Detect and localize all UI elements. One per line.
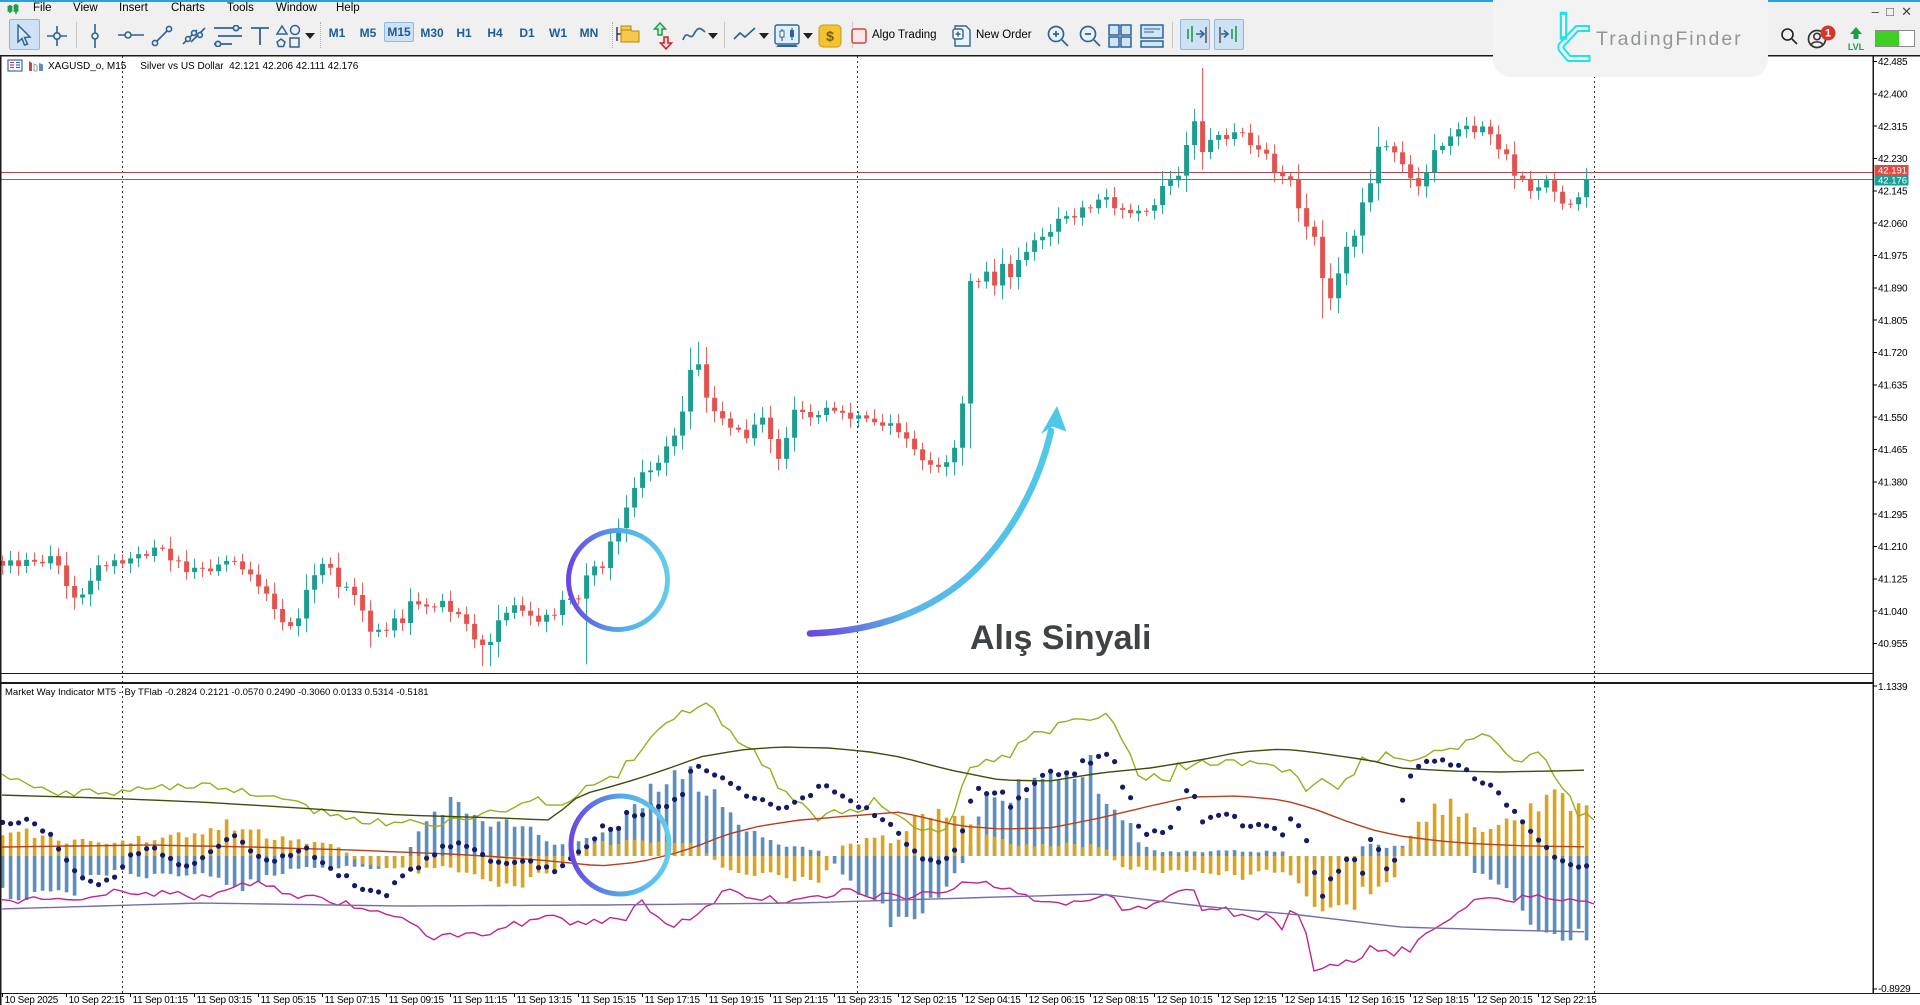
svg-text:11 Sep 05:15: 11 Sep 05:15 — [261, 995, 317, 1005]
svg-text:11 Sep 19:15: 11 Sep 19:15 — [709, 995, 765, 1005]
svg-text:11 Sep 11:15: 11 Sep 11:15 — [453, 995, 508, 1005]
svg-text:41.125: 41.125 — [1878, 575, 1908, 586]
svg-text:LVL: LVL — [1848, 42, 1865, 52]
svg-text:11 Sep 17:15: 11 Sep 17:15 — [645, 995, 701, 1005]
svg-text:11 Sep 15:15: 11 Sep 15:15 — [581, 995, 637, 1005]
svg-text:41.465: 41.465 — [1878, 445, 1908, 456]
svg-text:12 Sep 12:15: 12 Sep 12:15 — [1221, 995, 1278, 1005]
svg-text:1: 1 — [1825, 28, 1831, 40]
svg-text:TradingFinder: TradingFinder — [1596, 28, 1743, 50]
svg-text:11 Sep 13:15: 11 Sep 13:15 — [517, 995, 573, 1005]
svg-text:11 Sep 01:15: 11 Sep 01:15 — [133, 995, 189, 1005]
svg-text:40.955: 40.955 — [1878, 639, 1908, 650]
svg-text:41.720: 41.720 — [1878, 348, 1908, 359]
svg-text:12 Sep 06:15: 12 Sep 06:15 — [1029, 995, 1086, 1005]
svg-text:41.040: 41.040 — [1878, 607, 1908, 618]
svg-text:Market Way Indicator MT5 - By: Market Way Indicator MT5 - By TFlab -0.2… — [5, 687, 429, 698]
svg-text:12 Sep 02:15: 12 Sep 02:15 — [901, 995, 958, 1005]
svg-text:42.145: 42.145 — [1878, 187, 1908, 198]
svg-text:12 Sep 22:15: 12 Sep 22:15 — [1541, 995, 1598, 1005]
svg-text:12 Sep 20:15: 12 Sep 20:15 — [1477, 995, 1534, 1005]
svg-text:41.805: 41.805 — [1878, 316, 1908, 327]
svg-text:Alış Sinyali: Alış Sinyali — [970, 619, 1151, 657]
svg-text:41.635: 41.635 — [1878, 381, 1908, 392]
svg-text:12 Sep 14:15: 12 Sep 14:15 — [1285, 995, 1342, 1005]
svg-text:-0.8929: -0.8929 — [1878, 984, 1911, 995]
svg-text:41.210: 41.210 — [1878, 542, 1908, 553]
svg-text:41.550: 41.550 — [1878, 413, 1908, 424]
svg-text:42.315: 42.315 — [1878, 122, 1908, 133]
svg-text:42.060: 42.060 — [1878, 219, 1908, 230]
svg-text:11 Sep 23:15: 11 Sep 23:15 — [837, 995, 893, 1005]
svg-text:11 Sep 21:15: 11 Sep 21:15 — [773, 995, 829, 1005]
svg-text:12 Sep 10:15: 12 Sep 10:15 — [1157, 995, 1214, 1005]
svg-text:41.295: 41.295 — [1878, 510, 1908, 521]
svg-text:41.975: 41.975 — [1878, 251, 1908, 262]
svg-text:42.485: 42.485 — [1878, 57, 1908, 68]
svg-text:41.890: 41.890 — [1878, 284, 1908, 295]
svg-text:1.1339: 1.1339 — [1878, 682, 1908, 693]
svg-text:12 Sep 04:15: 12 Sep 04:15 — [965, 995, 1022, 1005]
svg-text:11 Sep 09:15: 11 Sep 09:15 — [389, 995, 445, 1005]
svg-text:42.230: 42.230 — [1878, 154, 1908, 165]
svg-text:41.380: 41.380 — [1878, 478, 1908, 489]
svg-text:12 Sep 16:15: 12 Sep 16:15 — [1349, 995, 1406, 1005]
svg-text:XAGUSD_o, M15 Silver vs US: XAGUSD_o, M15 Silver vs US Dollar 42.121… — [48, 61, 359, 72]
svg-text:42.400: 42.400 — [1878, 90, 1908, 101]
svg-text:$: $ — [826, 28, 834, 44]
svg-text:11 Sep 03:15: 11 Sep 03:15 — [197, 995, 253, 1005]
svg-text:42.176: 42.176 — [1878, 176, 1907, 187]
svg-text:10 Sep 22:15: 10 Sep 22:15 — [69, 995, 126, 1005]
svg-text:42.191: 42.191 — [1878, 166, 1907, 177]
svg-text:12 Sep 08:15: 12 Sep 08:15 — [1093, 995, 1150, 1005]
svg-text:11 Sep 07:15: 11 Sep 07:15 — [325, 995, 381, 1005]
svg-text:12 Sep 18:15: 12 Sep 18:15 — [1413, 995, 1470, 1005]
svg-text:10 Sep 2025: 10 Sep 2025 — [5, 995, 59, 1005]
